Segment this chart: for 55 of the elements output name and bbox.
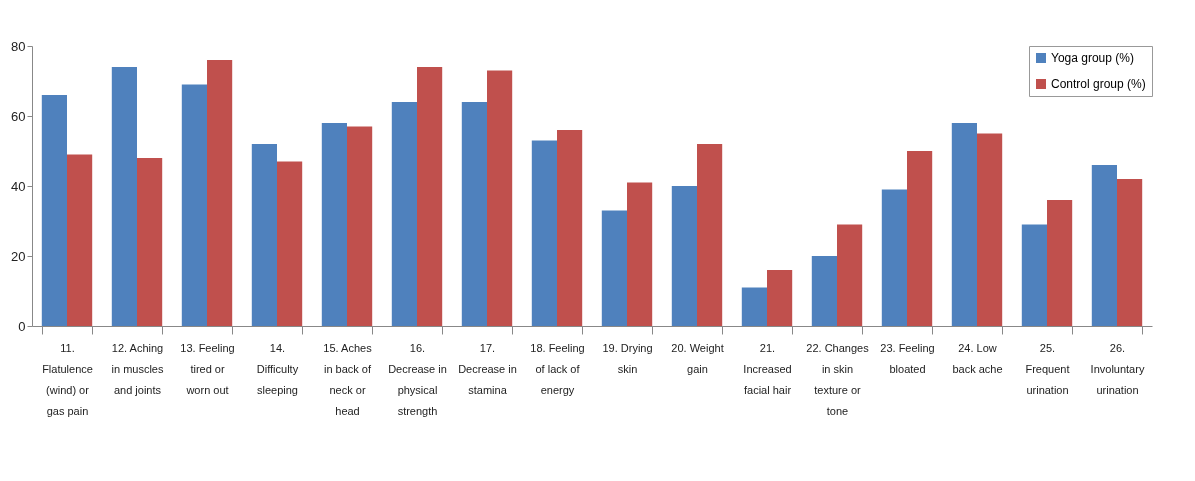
- bar: [601, 210, 627, 326]
- legend-label: Control group (%): [1051, 77, 1146, 91]
- bar: [977, 133, 1003, 326]
- bar: [951, 123, 977, 326]
- x-tick-label: 21. Increased facial hair: [743, 341, 792, 396]
- bar: [1091, 165, 1117, 326]
- x-tick-label: 12. Aching in muscles and joints: [111, 341, 164, 396]
- bar: [697, 144, 723, 326]
- bar: [41, 95, 67, 326]
- bar: [627, 182, 653, 326]
- x-tick-label: 20. Weight gain: [671, 341, 724, 375]
- bar: [251, 144, 277, 326]
- bar: [67, 154, 93, 326]
- x-tick-label: 26. Involuntary urination: [1090, 341, 1145, 396]
- x-tick-label: 14. Difficulty sleeping: [256, 341, 299, 396]
- y-tick-label: 60: [11, 108, 26, 124]
- bar: [767, 270, 793, 326]
- y-tick-label: 0: [18, 318, 26, 334]
- bar: [881, 189, 907, 326]
- bar: [1047, 200, 1073, 326]
- y-tick-label: 20: [11, 248, 26, 264]
- x-tick-label: 15. Aches in back of neck or head: [323, 341, 373, 417]
- x-tick-label: 13. Feeling tired or worn out: [180, 341, 235, 396]
- x-tick-label: 17. Decrease in stamina: [458, 341, 517, 396]
- bar: [207, 60, 233, 326]
- bar: [391, 102, 417, 326]
- bar: [277, 161, 303, 326]
- bar: [741, 287, 767, 326]
- bar: [137, 158, 163, 326]
- x-tick-label: 22. Changes in skin texture or tone: [806, 341, 870, 417]
- bar: [1117, 179, 1143, 326]
- bar: [417, 67, 443, 326]
- x-tick-label: 19. Drying skin: [602, 341, 653, 375]
- x-tick-label: 25. Frequent urination: [1025, 341, 1070, 396]
- bar: [531, 140, 557, 326]
- bar: [557, 130, 583, 326]
- y-tick-label: 40: [11, 178, 26, 194]
- bar: [461, 102, 487, 326]
- x-tick-label: 16. Decrease in physical strength: [388, 341, 447, 417]
- bar: [907, 151, 933, 326]
- bar: [487, 70, 513, 326]
- bar: [111, 67, 137, 326]
- y-tick-label: 80: [11, 38, 26, 54]
- bar: [321, 123, 347, 326]
- bar: [837, 224, 863, 326]
- legend-label: Yoga group (%): [1051, 51, 1134, 65]
- bar: [811, 256, 837, 326]
- bar: [1021, 224, 1047, 326]
- bar: [671, 186, 697, 326]
- bar: [347, 126, 373, 326]
- x-tick-label: 11. Flatulence (wind) or gas pain: [42, 341, 93, 417]
- x-tick-label: 23. Feeling bloated: [880, 341, 935, 375]
- x-tick-label: 24. Low back ache: [952, 341, 1003, 375]
- x-tick-label: 18. Feeling of lack of energy: [530, 341, 585, 396]
- bar: [181, 84, 207, 326]
